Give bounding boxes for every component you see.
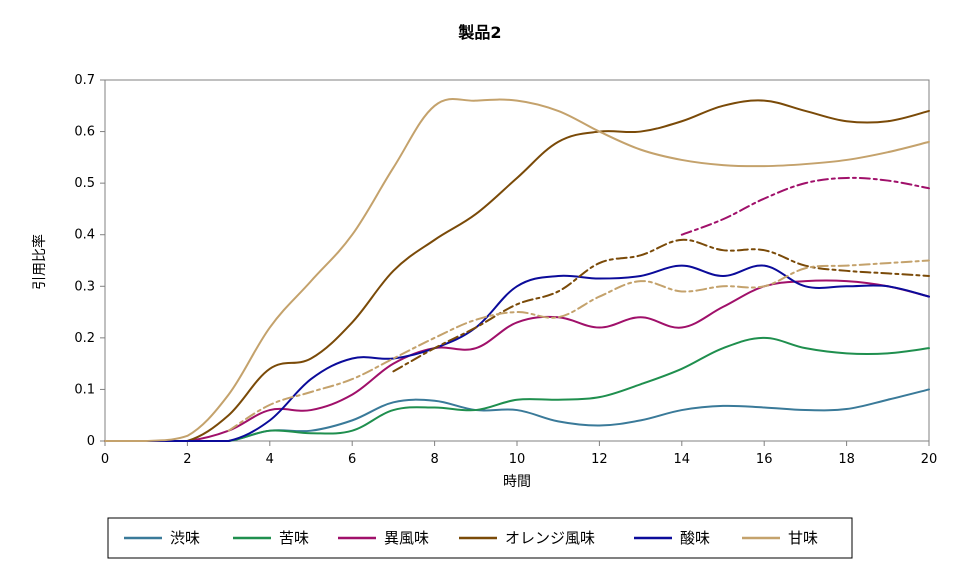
series-line-4 [104,264,930,442]
legend-label: 渋味 [170,529,200,547]
y-tick-label: 0 [87,434,95,449]
legend-label: 甘味 [788,529,818,547]
legend: 渋味 苦味 異風味 オレンジ風味 酸味 甘味 [107,517,853,559]
y-tick-label: 0.1 [74,382,95,397]
series-line-8 [680,176,930,236]
y-tick-label: 0.4 [74,228,95,243]
series-line-7 [227,259,930,432]
legend-label: オレンジ風味 [505,529,595,547]
x-axis-label: 時間 [503,474,531,490]
x-tick-label: 20 [921,452,938,467]
y-axis-label: 引用比率 [31,234,48,290]
x-tick-label: 0 [101,452,109,467]
series-line-1 [104,336,930,442]
legend-label: 苦味 [279,529,309,547]
x-tick-label: 12 [591,452,608,467]
y-tick-label: 0.7 [74,73,95,88]
y-tick-label: 0.3 [74,279,95,294]
x-tick-label: 16 [756,452,773,467]
legend-label: 酸味 [680,529,710,547]
series-line-6 [392,238,930,373]
y-tick-label: 0.6 [74,125,95,140]
legend-label: 異風味 [384,529,429,547]
x-tick-label: 4 [266,452,274,467]
x-tick-label: 2 [183,452,191,467]
y-tick-label: 0.2 [74,331,95,346]
plot-frame [104,79,930,442]
plot-area: 0 0.1 0.2 0.3 0.4 0.5 0.6 0.7 0 2 4 6 8 10 12 14 16 18 20 [74,73,937,467]
series-line-5 [104,98,930,442]
series-line-3 [104,99,930,442]
y-tick-label: 0.5 [74,176,95,191]
x-tick-label: 6 [348,452,356,467]
x-tick-label: 10 [509,452,526,467]
x-tick-label: 18 [838,452,855,467]
x-tick-label: 14 [674,452,691,467]
x-tick-label: 8 [430,452,438,467]
chart-title: 製品2 [457,23,501,42]
